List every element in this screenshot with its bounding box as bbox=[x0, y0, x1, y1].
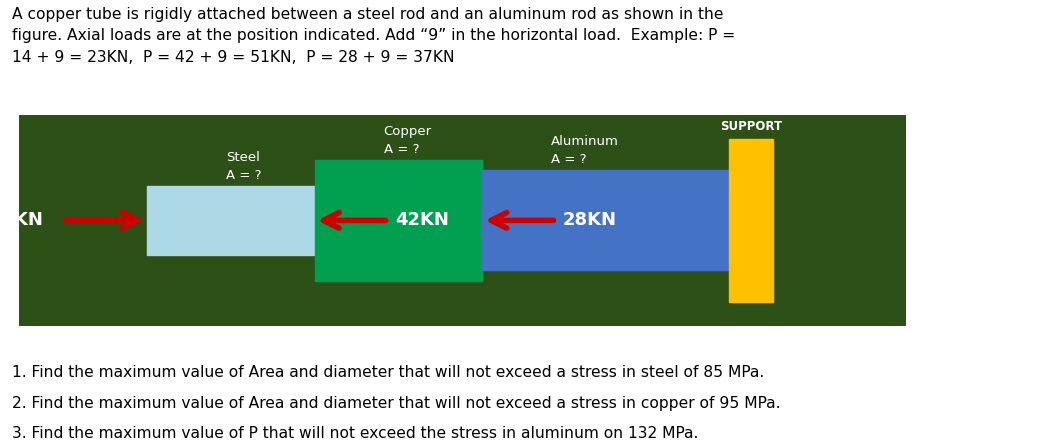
Text: A copper tube is rigidly attached between a steel rod and an aluminum rod as sho: A copper tube is rigidly attached betwee… bbox=[12, 7, 735, 65]
Text: 14KN: 14KN bbox=[0, 211, 44, 229]
Text: Steel
A = ?: Steel A = ? bbox=[226, 151, 261, 182]
Text: 2. Find the maximum value of Area and diameter that will not exceed a stress in : 2. Find the maximum value of Area and di… bbox=[12, 396, 781, 411]
Bar bbox=[482, 171, 729, 270]
Text: SUPPORT: SUPPORT bbox=[720, 120, 782, 132]
Bar bbox=[147, 186, 314, 255]
Bar bbox=[314, 160, 482, 281]
Text: 1. Find the maximum value of Area and diameter that will not exceed a stress in : 1. Find the maximum value of Area and di… bbox=[12, 365, 764, 381]
Text: 42KN: 42KN bbox=[395, 211, 449, 229]
Text: 3. Find the maximum value of P that will not exceed the stress in aluminum on 13: 3. Find the maximum value of P that will… bbox=[12, 426, 699, 441]
Text: 28KN: 28KN bbox=[563, 211, 617, 229]
Bar bbox=[729, 139, 774, 302]
Text: Aluminum
A = ?: Aluminum A = ? bbox=[552, 135, 619, 166]
Text: Copper
A = ?: Copper A = ? bbox=[384, 124, 431, 155]
